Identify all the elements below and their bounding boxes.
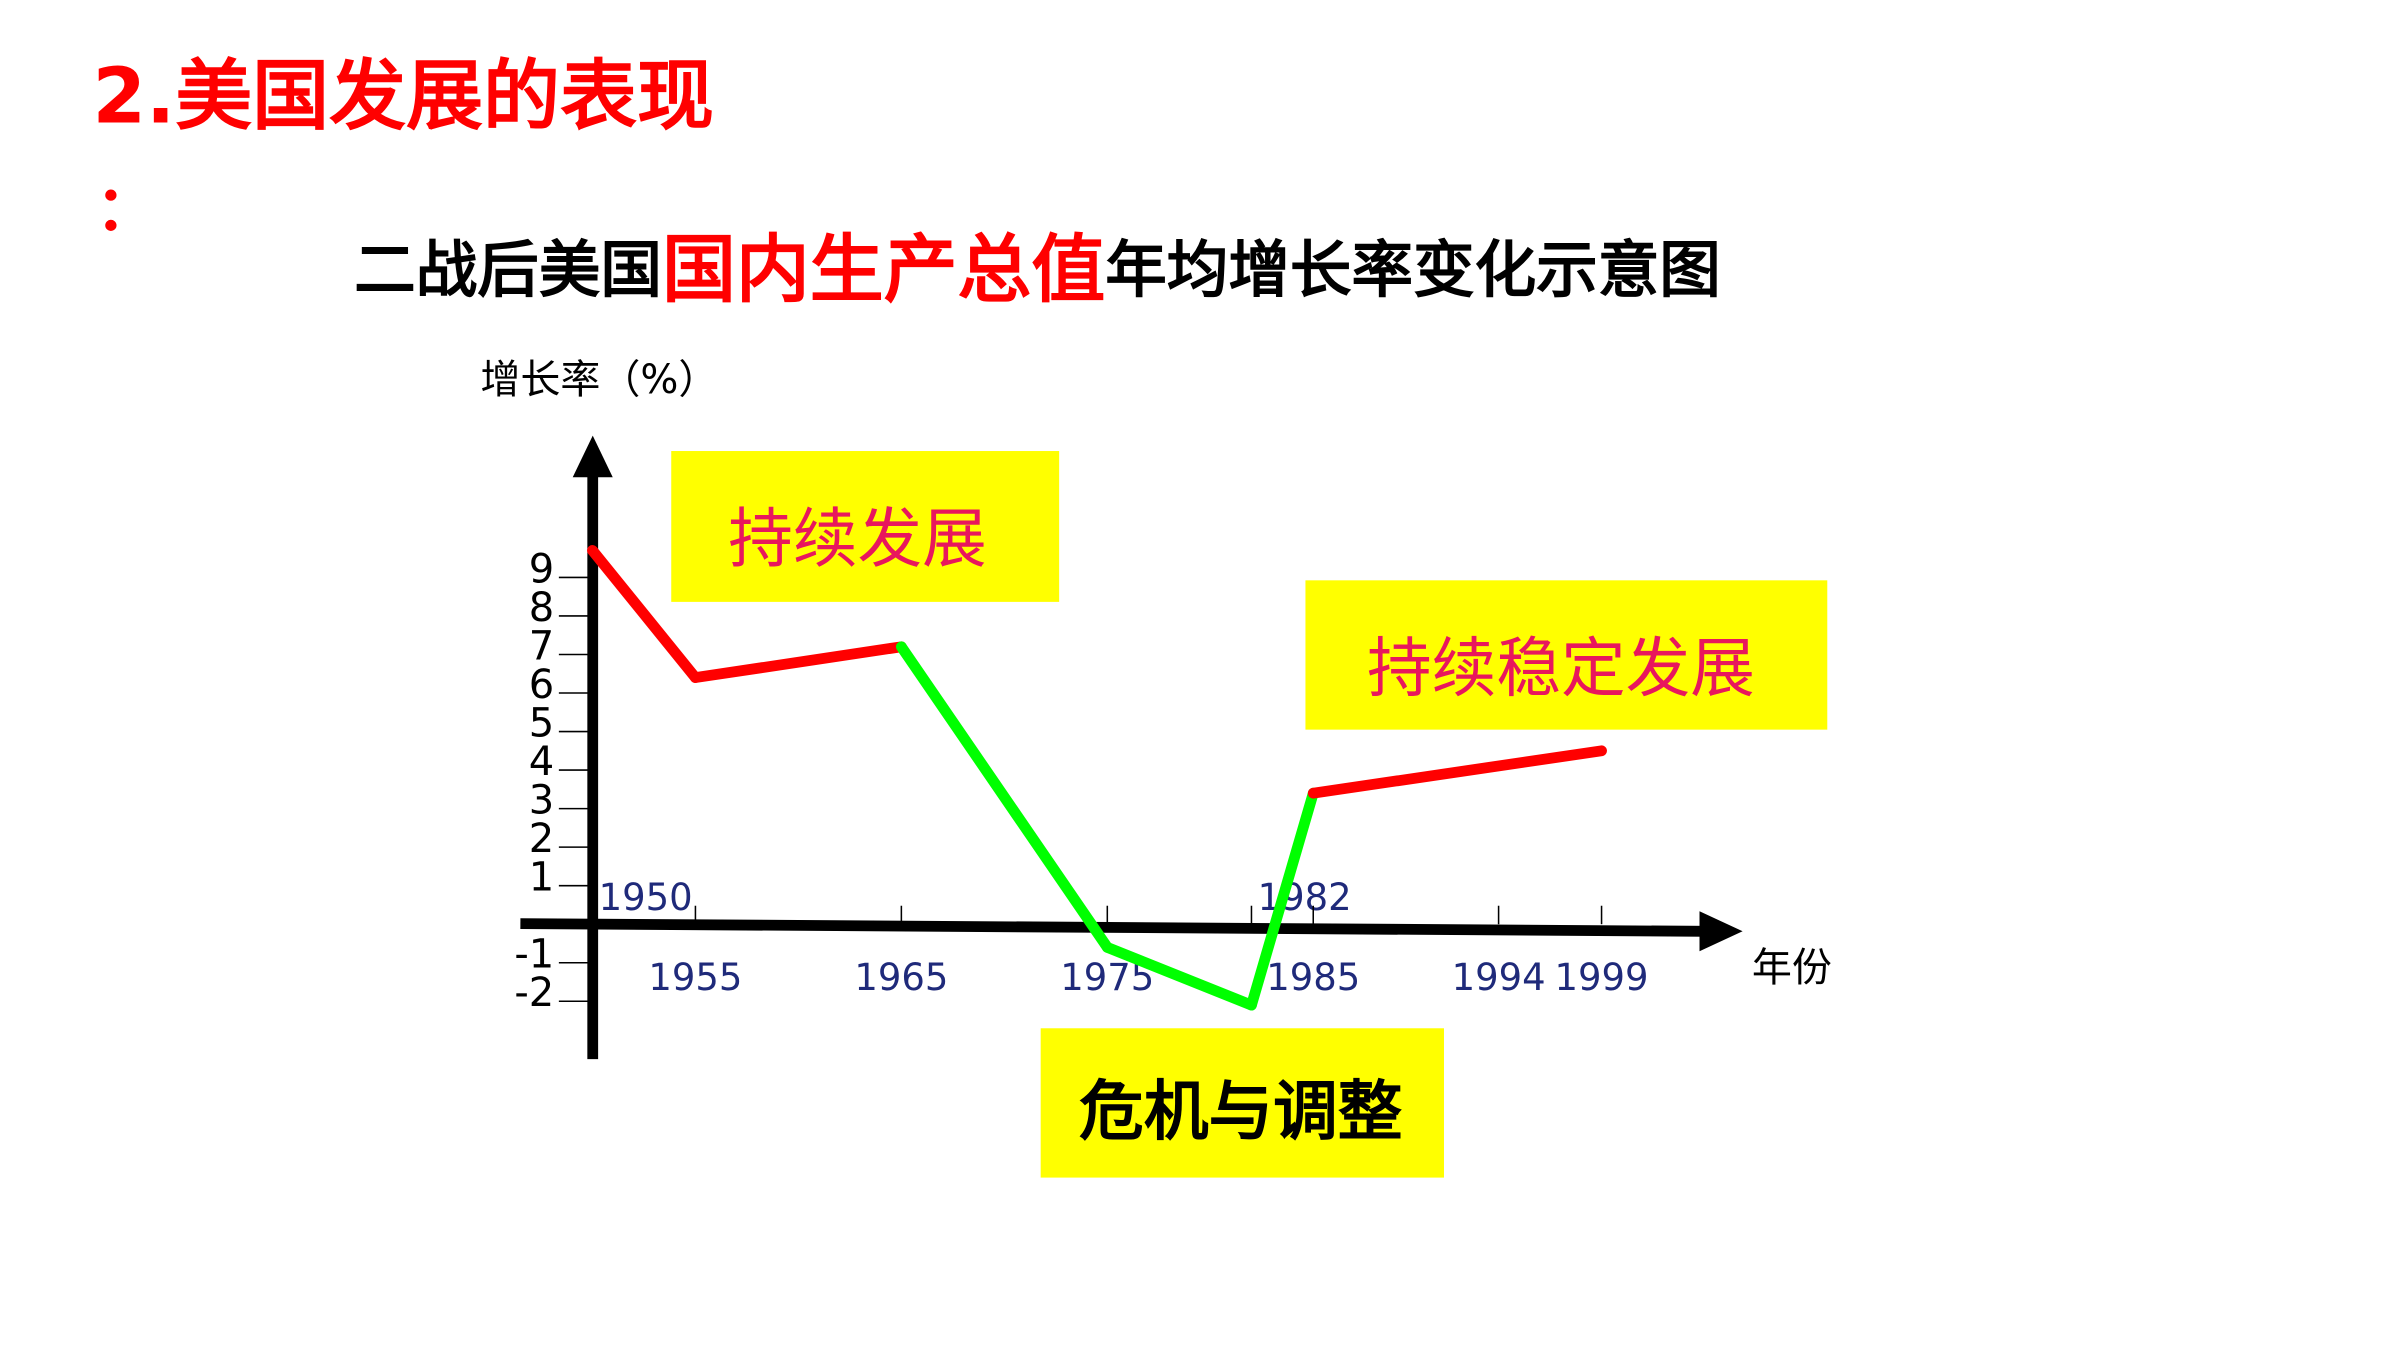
x-tick-label: 1994 — [1452, 956, 1546, 999]
y-tick-label: -2 — [514, 970, 554, 1016]
y-tick-label: 8 — [529, 585, 554, 631]
title-part: 二战后美国 — [354, 234, 662, 306]
x-tick-label: 1950 — [599, 876, 693, 919]
x-tick-label: 1985 — [1266, 956, 1360, 999]
y-tick-label: 6 — [529, 662, 554, 708]
line-segment — [895, 641, 1113, 953]
line-segment — [690, 641, 907, 683]
line-segment — [1246, 787, 1319, 1011]
y-tick-label: 9 — [529, 546, 554, 592]
x-tick-label: 1982 — [1258, 876, 1352, 919]
chart-title: 二战后美国国内生产总值年均增长率变化示意图 — [354, 227, 1721, 313]
x-axis-arrow — [1699, 911, 1743, 952]
y-axis-label: 增长率（%） — [480, 357, 718, 403]
line-segment — [1307, 745, 1607, 799]
slide-title: 2.美国发展的表现 — [92, 53, 713, 142]
y-tick-label: 4 — [529, 739, 554, 785]
x-tick-label: 1999 — [1555, 956, 1649, 999]
annotation: 持续发展 — [728, 502, 987, 577]
y-axis-arrow — [572, 435, 613, 478]
annotation: 持续稳定发展 — [1367, 631, 1755, 706]
annotation-box — [1305, 580, 1828, 730]
annotation: 危机与调整 — [1079, 1075, 1403, 1150]
x-tick-label: 1965 — [854, 956, 948, 999]
title-part: 年均增长率变化示意图 — [1105, 234, 1721, 306]
x-tick-label: 1955 — [648, 956, 742, 999]
x-axis — [520, 918, 1706, 937]
line-segment — [587, 545, 701, 683]
y-tick-label: 5 — [529, 700, 554, 746]
y-tick-label: -1 — [514, 932, 554, 978]
y-tick-label: 2 — [529, 816, 554, 862]
y-tick-label: 1 — [529, 855, 554, 901]
y-tick-label: 3 — [529, 777, 554, 823]
y-tick-label: 7 — [529, 623, 554, 669]
x-axis-label: 年份 — [1752, 945, 1832, 991]
annotation-box — [671, 451, 1060, 602]
line-segment — [1101, 941, 1257, 1011]
title-colon: ： — [96, 173, 158, 245]
title-highlight: 国内生产总值 — [662, 227, 1105, 313]
annotation-box — [1040, 1028, 1444, 1178]
